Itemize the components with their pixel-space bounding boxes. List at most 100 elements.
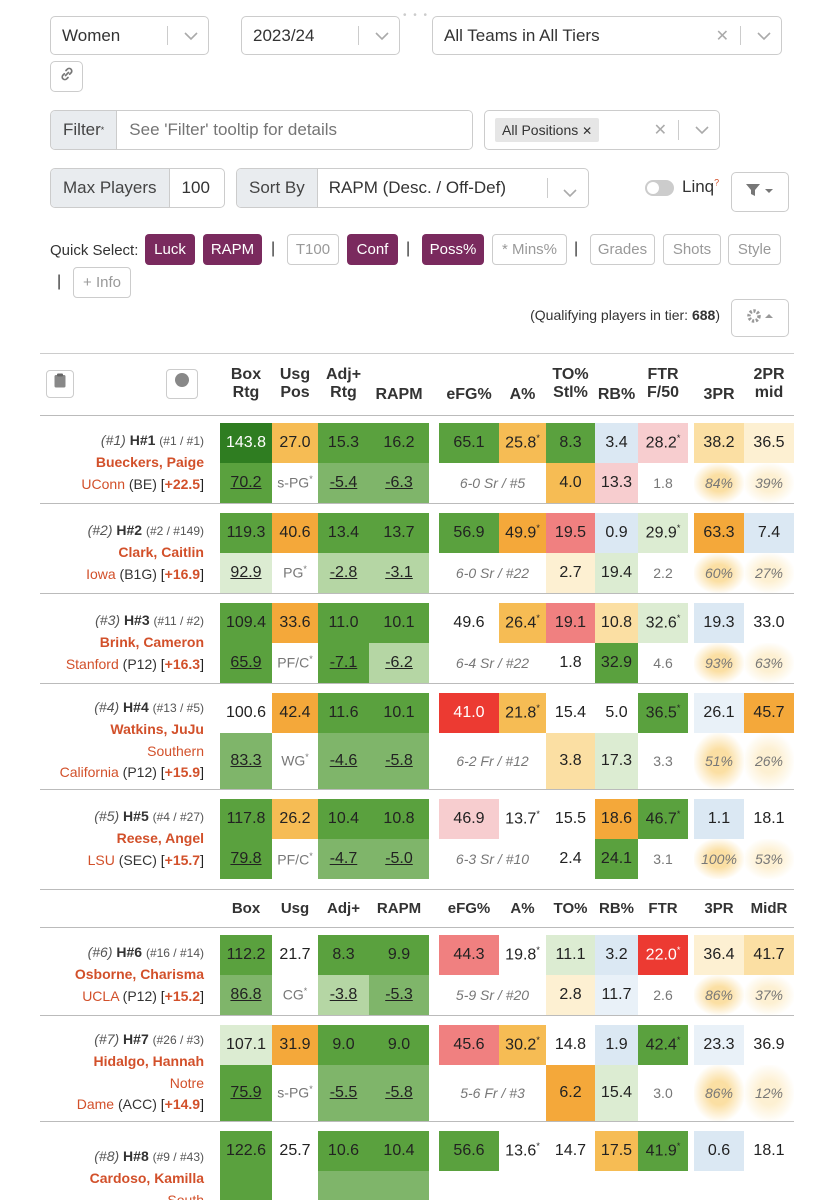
stat-cell: 10.1 — [369, 693, 429, 733]
stat-cell: 93% — [694, 643, 744, 683]
chip-shots[interactable]: Shots — [663, 234, 721, 265]
stat-cell: 1.9 — [595, 1025, 638, 1065]
spacer — [40, 788, 794, 799]
stat-cell: 70.2 — [220, 463, 272, 503]
stat-cell: s-PG* — [272, 463, 318, 503]
stat-cell — [272, 1171, 318, 1200]
stat-cell: 30.2* — [499, 1025, 546, 1065]
filter-group: Filter * — [50, 110, 473, 150]
season-select[interactable]: 2023/24 — [241, 16, 400, 55]
stat-cell: -4.7 — [318, 839, 369, 879]
team-link[interactable]: Notre — [169, 1074, 204, 1091]
stat-cell — [220, 1171, 272, 1200]
height-class-cell: 6-3 Sr / #10 — [455, 851, 530, 867]
team-link[interactable]: LSU — [87, 851, 115, 868]
chip-mins[interactable]: * Mins% — [492, 234, 567, 265]
settings-button[interactable] — [731, 299, 789, 337]
stat-cell: 14.8 — [546, 1025, 595, 1065]
gender-value: Women — [62, 25, 121, 45]
stat-cell: -5.5 — [318, 1065, 369, 1121]
player-name-link[interactable]: Reese, Angel — [116, 830, 204, 847]
chip-conf[interactable]: Conf — [347, 234, 398, 265]
stat-cell: 16.2 — [369, 423, 429, 463]
player-name-link[interactable]: Cardoso, Kamilla — [89, 1170, 204, 1187]
stat-cell: 100.6 — [220, 693, 272, 733]
remove-tag-icon[interactable]: ✕ — [582, 124, 593, 138]
stat-cell: 3.1 — [638, 839, 688, 879]
clear-icon[interactable]: ✕ — [715, 27, 729, 45]
spacer — [40, 926, 794, 935]
chip-rapm[interactable]: RAPM — [203, 234, 262, 265]
stat-cell: s-PG* — [272, 1065, 318, 1121]
stat-cell: 45.6 — [439, 1025, 499, 1065]
stat-cell: 19.3 — [694, 603, 744, 643]
column-header: RB% — [595, 888, 638, 927]
table-row: (#7) H#7 (#26 / #3) Hidalgo, Hannah Notre D… — [40, 1025, 794, 1112]
team-link[interactable]: Dame — [76, 1096, 115, 1113]
player-name-link[interactable]: Watkins, JuJu — [110, 721, 204, 738]
table-row: (#1) H#1 (#1 / #1) Bueckers, Paige UConn (… — [40, 423, 794, 492]
linq-toggle[interactable] — [645, 180, 674, 196]
chip-info[interactable]: + Info — [73, 267, 131, 298]
filter-input[interactable] — [117, 111, 472, 149]
sort-by-value: RAPM (Desc. / Off-Def) — [328, 178, 507, 197]
team-link[interactable]: Stanford — [65, 655, 119, 672]
team-link[interactable]: South — [167, 1191, 204, 1200]
player-name-link[interactable]: Osborne, Charisma — [74, 965, 204, 982]
stat-cell: 46.9 — [439, 799, 499, 839]
sort-by-select[interactable]: RAPM (Desc. / Off-Def) — [318, 169, 588, 207]
stat-cell: PF/C* — [272, 839, 318, 879]
stat-cell: 7.4 — [744, 513, 794, 553]
stat-cell: 1.8 — [546, 643, 595, 683]
stat-cell: 10.8 — [595, 603, 638, 643]
stat-cell — [369, 1171, 429, 1200]
teams-select[interactable]: All Teams in All Tiers ✕ — [432, 16, 782, 55]
chip-style[interactable]: Style — [728, 234, 781, 265]
stat-cell: -5.4 — [318, 463, 369, 503]
team-link[interactable]: California — [59, 764, 119, 781]
record-button[interactable] — [166, 368, 199, 399]
stat-cell: 4.6 — [638, 643, 688, 683]
filter-menu-button[interactable] — [731, 172, 789, 212]
team-link[interactable]: UConn — [81, 475, 125, 492]
player-name-link[interactable]: Hidalgo, Hannah — [93, 1053, 204, 1070]
divider: | — [57, 273, 62, 290]
divider: | — [271, 240, 276, 257]
player-name-link[interactable]: Clark, Caitlin — [118, 543, 204, 560]
qualifying-count: (Qualifying players in tier: 688) — [530, 307, 720, 323]
gender-select[interactable]: Women — [50, 16, 209, 55]
clipboard-button[interactable] — [46, 369, 74, 398]
chip-luck[interactable]: Luck — [145, 234, 195, 265]
season-value: 2023/24 — [253, 25, 315, 45]
player-name-link[interactable]: Brink, Cameron — [99, 633, 204, 650]
max-players-group: Max Players 100 — [50, 168, 225, 208]
separator — [678, 120, 679, 140]
table-top-border — [40, 353, 794, 354]
stat-cell: 25.8* — [499, 423, 546, 463]
team-link[interactable]: Southern — [147, 742, 204, 759]
chip-grades[interactable]: Grades — [590, 234, 655, 265]
stat-cell: -5.8 — [369, 733, 429, 789]
chip-t100[interactable]: T100 — [287, 234, 339, 265]
stat-cell: 100% — [694, 839, 744, 879]
player-name-link[interactable]: Bueckers, Paige — [95, 453, 204, 470]
stat-cell: 92.9 — [220, 553, 272, 593]
stat-cell: CG* — [272, 975, 318, 1015]
stat-cell: 0.9 — [595, 513, 638, 553]
stat-cell: 10.6 — [318, 1131, 369, 1171]
stat-cell: 44.3 — [439, 935, 499, 975]
team-link[interactable]: UCLA — [82, 987, 119, 1004]
team-link[interactable]: Iowa — [86, 565, 116, 582]
drag-grip[interactable]: • • • — [403, 10, 430, 21]
max-players-input[interactable]: 100 — [181, 178, 210, 197]
stat-cell: 18.1 — [744, 1131, 794, 1171]
players-table: Box Rtg Usg Pos Adj+ Rtg RAPM eFG% A% TO% St… — [40, 353, 794, 1200]
copy-link-button[interactable] — [50, 61, 83, 92]
chip-poss[interactable]: Poss% — [422, 234, 484, 265]
stat-cell — [744, 1171, 794, 1200]
positions-select[interactable]: All Positions ✕ ✕ — [484, 110, 720, 150]
column-header: A% — [499, 888, 546, 927]
clear-icon[interactable]: ✕ — [653, 122, 667, 139]
stat-cell: 33.0 — [744, 603, 794, 643]
height-class-cell — [439, 1171, 546, 1200]
